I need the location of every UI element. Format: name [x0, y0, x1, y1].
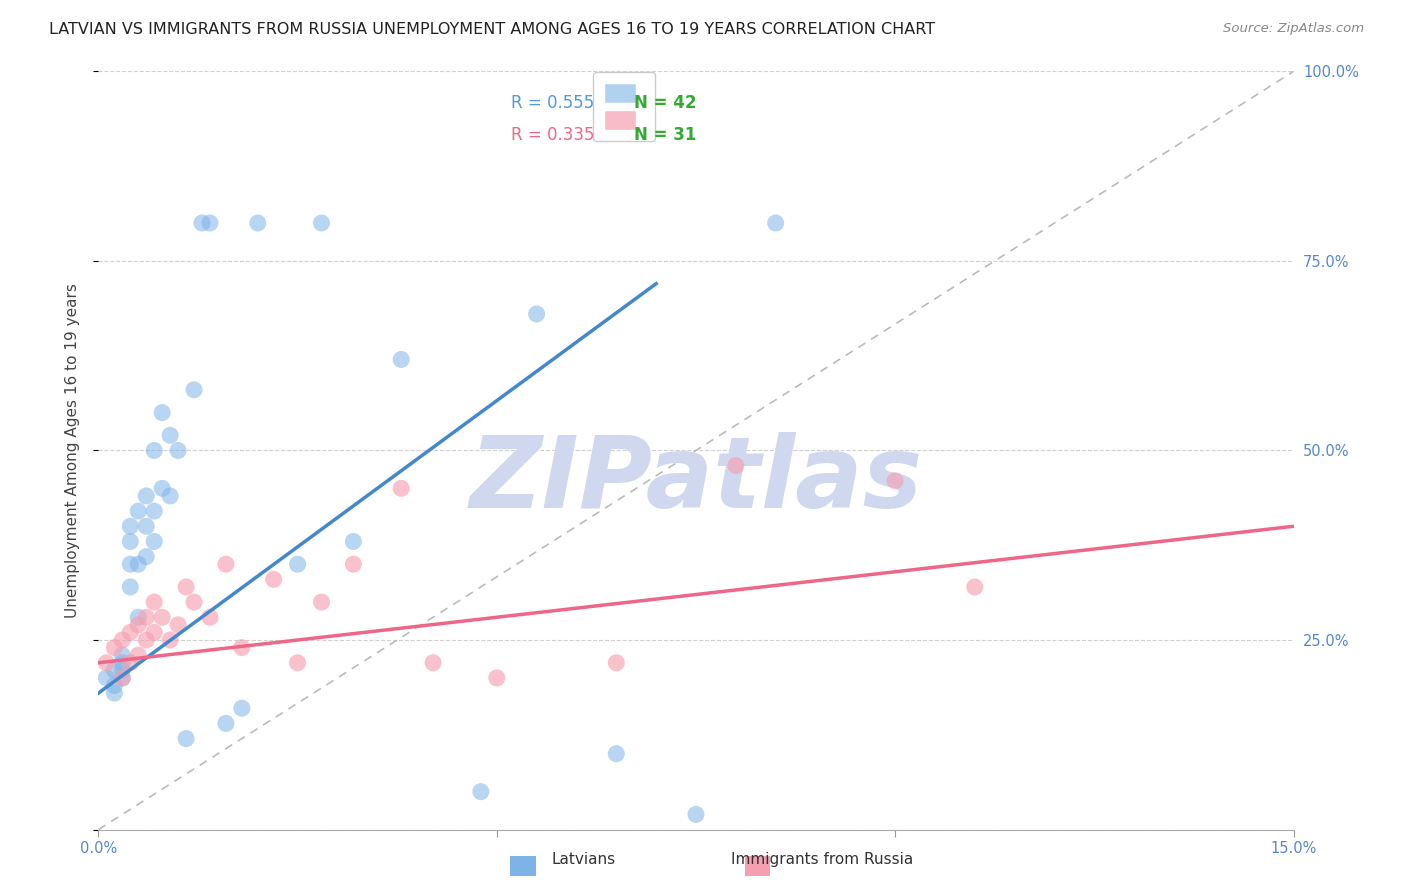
Text: LATVIAN VS IMMIGRANTS FROM RUSSIA UNEMPLOYMENT AMONG AGES 16 TO 19 YEARS CORRELA: LATVIAN VS IMMIGRANTS FROM RUSSIA UNEMPL…	[49, 22, 935, 37]
Point	[159, 633, 181, 648]
Point	[183, 383, 205, 397]
Point	[198, 610, 221, 624]
Point	[485, 671, 508, 685]
Point	[111, 648, 134, 662]
Point	[605, 656, 627, 670]
Point	[143, 504, 166, 518]
Point	[246, 216, 269, 230]
Point	[263, 573, 285, 587]
Text: Latvians: Latvians	[551, 852, 616, 867]
Point	[342, 557, 364, 572]
Point	[174, 580, 197, 594]
Point	[120, 580, 142, 594]
Point	[120, 534, 142, 549]
Text: R = 0.335: R = 0.335	[510, 126, 595, 144]
Point	[143, 595, 166, 609]
Point	[127, 504, 149, 518]
Point	[120, 656, 142, 670]
Point	[111, 671, 134, 685]
Point	[311, 595, 333, 609]
Point	[120, 557, 142, 572]
Point	[963, 580, 986, 594]
Point	[215, 716, 238, 731]
Text: N = 42: N = 42	[634, 95, 696, 112]
Point	[120, 519, 142, 533]
Point	[605, 747, 627, 761]
Point	[231, 640, 253, 655]
Point	[135, 610, 157, 624]
Point	[470, 785, 492, 799]
Point	[127, 648, 149, 662]
Point	[342, 534, 364, 549]
Point	[311, 216, 333, 230]
Point	[127, 557, 149, 572]
Point	[526, 307, 548, 321]
Point	[135, 489, 157, 503]
Point	[150, 405, 173, 420]
Point	[685, 807, 707, 822]
Point	[103, 664, 125, 678]
Point	[103, 686, 125, 700]
Point	[111, 633, 134, 648]
Point	[96, 656, 118, 670]
Point	[135, 519, 157, 533]
Text: N = 31: N = 31	[634, 126, 696, 144]
Point	[150, 610, 173, 624]
Point	[287, 557, 309, 572]
Point	[135, 549, 157, 564]
Point	[389, 482, 412, 496]
Point	[127, 610, 149, 624]
Point	[150, 482, 173, 496]
Point	[389, 352, 412, 367]
Text: R = 0.555: R = 0.555	[510, 95, 593, 112]
Text: Immigrants from Russia: Immigrants from Russia	[731, 852, 914, 867]
Point	[174, 731, 197, 746]
Point	[135, 633, 157, 648]
Point	[111, 656, 134, 670]
Y-axis label: Unemployment Among Ages 16 to 19 years: Unemployment Among Ages 16 to 19 years	[65, 283, 80, 618]
Point	[231, 701, 253, 715]
Text: ZIPatlas: ZIPatlas	[470, 433, 922, 529]
Legend: , : ,	[593, 72, 655, 141]
Point	[215, 557, 238, 572]
Point	[103, 640, 125, 655]
Point	[120, 625, 142, 640]
Point	[111, 671, 134, 685]
Point	[765, 216, 787, 230]
Point	[183, 595, 205, 609]
Point	[159, 489, 181, 503]
Point	[103, 678, 125, 692]
Point	[287, 656, 309, 670]
Point	[159, 428, 181, 442]
Point	[191, 216, 214, 230]
Point	[884, 474, 907, 488]
Point	[96, 671, 118, 685]
Point	[724, 458, 747, 473]
Point	[167, 443, 190, 458]
Point	[422, 656, 444, 670]
Point	[111, 664, 134, 678]
Point	[143, 625, 166, 640]
Point	[143, 534, 166, 549]
Point	[127, 617, 149, 632]
Point	[167, 617, 190, 632]
Point	[198, 216, 221, 230]
Point	[143, 443, 166, 458]
Text: Source: ZipAtlas.com: Source: ZipAtlas.com	[1223, 22, 1364, 36]
